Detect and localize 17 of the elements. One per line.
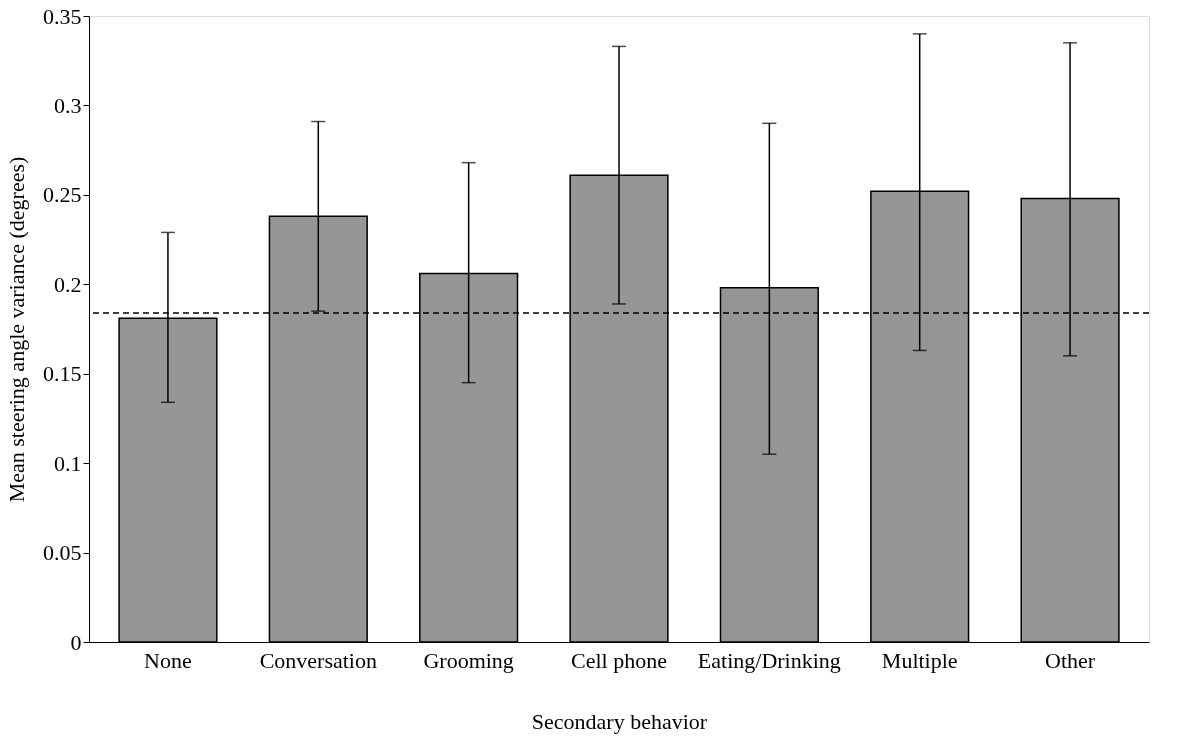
y-axis-title: Mean steering angle variance (degrees) bbox=[4, 156, 29, 503]
y-tick-label: 0.2 bbox=[54, 271, 82, 297]
y-tick-label: 0.25 bbox=[43, 182, 82, 208]
x-tick-label: Grooming bbox=[423, 647, 514, 673]
y-tick-label: 0.3 bbox=[54, 92, 82, 118]
y-tick-label: 0.15 bbox=[43, 361, 82, 387]
x-tick-label: Eating/Drinking bbox=[697, 647, 841, 673]
x-tick-label: Multiple bbox=[881, 647, 958, 673]
x-tick-label: Conversation bbox=[259, 647, 377, 673]
x-tick-label: None bbox=[144, 647, 192, 673]
y-tick-label: 0.35 bbox=[43, 3, 82, 29]
y-tick-label: 0.1 bbox=[54, 450, 82, 476]
y-tick-label: 0.05 bbox=[43, 540, 82, 566]
y-tick-label: 0 bbox=[70, 629, 82, 655]
x-tick-label: Cell phone bbox=[571, 647, 667, 673]
x-axis-title: Secondary behavior bbox=[531, 708, 708, 734]
x-tick-label: Other bbox=[1045, 647, 1096, 673]
